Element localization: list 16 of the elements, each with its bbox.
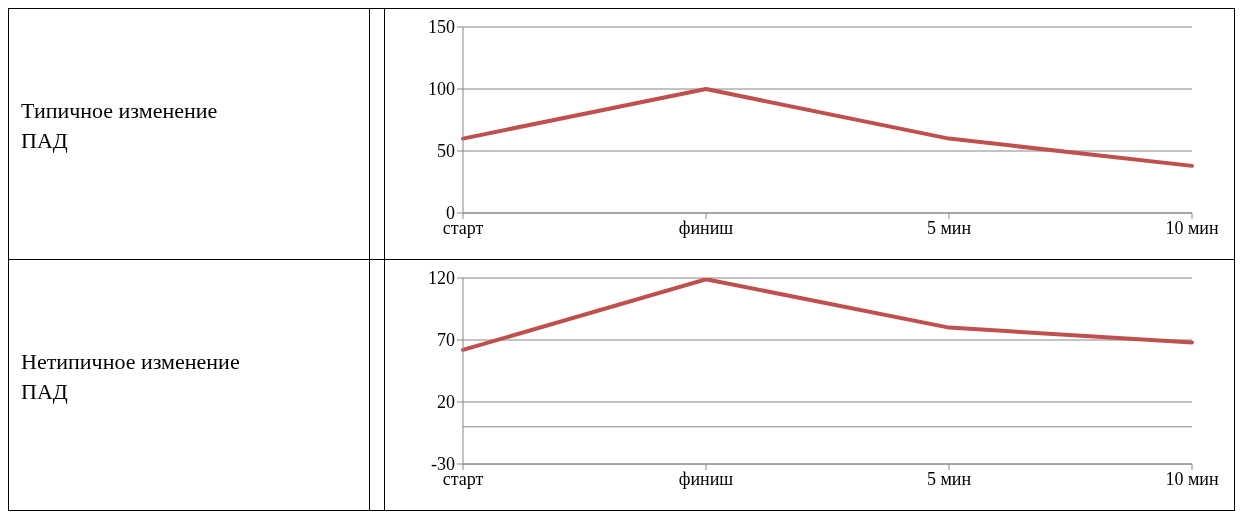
x-tick-label: 5 мин <box>926 217 972 238</box>
y-tick-label: 20 <box>437 392 455 413</box>
y-axis-title: Типичное изменение ПАД <box>21 98 218 153</box>
x-tick-label: 10 мин <box>1165 468 1219 489</box>
y-tick-label: 70 <box>437 330 455 351</box>
y-tick-label: 120 <box>428 268 455 289</box>
x-tick-label: 5 мин <box>926 468 972 489</box>
x-tick-label: 10 мин <box>1165 217 1219 238</box>
y-tick-label: 150 <box>428 17 455 38</box>
x-tick-label: финиш <box>678 217 734 238</box>
x-tick-label: финиш <box>678 468 734 489</box>
y-axis-title: Нетипичное изменение ПАД <box>21 349 240 404</box>
y-tick-label: 50 <box>437 141 455 162</box>
y-tick-label: 100 <box>428 79 455 100</box>
y-tick-label: 0 <box>446 203 455 224</box>
y-tick-label: -30 <box>431 454 455 475</box>
